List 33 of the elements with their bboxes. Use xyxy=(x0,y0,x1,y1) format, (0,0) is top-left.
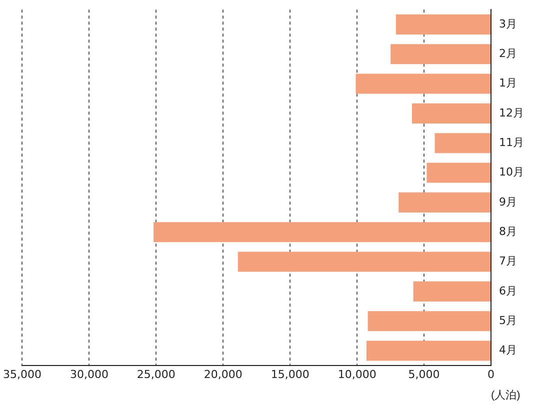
x-tick-label: 30,000 xyxy=(70,368,108,382)
bar xyxy=(426,162,491,183)
bar xyxy=(390,44,491,64)
y-tick-label: 4月 xyxy=(499,344,518,357)
y-tick-label: 8月 xyxy=(499,224,518,238)
x-tick-label: 5,000 xyxy=(408,368,440,382)
bar xyxy=(153,222,491,242)
y-tick-label: 9月 xyxy=(499,195,518,208)
bar xyxy=(413,281,491,302)
bar xyxy=(412,103,491,124)
x-axis-title: (人泊) xyxy=(491,389,520,402)
y-tick-label: 12月 xyxy=(499,106,524,120)
bar xyxy=(368,311,491,332)
x-tick-label: 25,000 xyxy=(136,368,176,382)
y-tick-label: 5月 xyxy=(499,314,518,327)
y-tick-label: 6月 xyxy=(499,284,518,298)
bar xyxy=(366,340,491,361)
y-tick-label: 2月 xyxy=(499,46,518,60)
x-tick-label: 0 xyxy=(488,368,495,382)
x-tick-label: 15,000 xyxy=(270,368,310,382)
y-tick-label: 7月 xyxy=(499,254,518,268)
bar xyxy=(396,14,491,34)
x-tick-label: 35,000 xyxy=(2,368,42,382)
bar xyxy=(356,74,491,94)
x-tick-label: 10,000 xyxy=(338,368,376,382)
bar xyxy=(398,192,491,212)
bar xyxy=(434,133,491,154)
bar xyxy=(238,252,491,272)
y-tick-label: 3月 xyxy=(499,17,518,30)
y-tick-label: 11月 xyxy=(499,136,524,149)
y-tick-label: 10月 xyxy=(499,166,524,179)
x-tick-label: 20,000 xyxy=(204,368,242,382)
y-tick-label: 1月 xyxy=(499,76,518,90)
